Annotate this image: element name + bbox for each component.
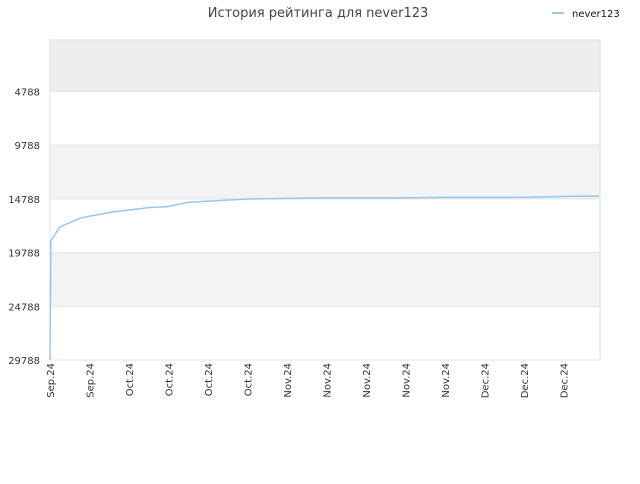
x-tick-label: Sep.24 [86, 363, 97, 398]
x-tick-label: Dec.24 [520, 363, 531, 398]
y-tick-label: 4788 [15, 87, 40, 98]
x-tick-label: Nov.24 [402, 363, 413, 398]
plot-band [50, 252, 600, 307]
plot-band [50, 306, 600, 360]
x-axis-ticks: Sep.24 Sep.24 Oct.24 Oct.24 Oct.24 Oct.24 Nov.… [46, 363, 571, 398]
x-tick-label: Oct.24 [204, 363, 215, 396]
x-tick-label: Nov.24 [362, 363, 373, 398]
legend: never123 [552, 9, 620, 20]
x-tick-label: Dec.24 [481, 363, 492, 398]
series-layer [49, 195, 600, 361]
plot-bands [50, 40, 600, 360]
y-tick-label: 29788 [8, 356, 40, 367]
y-tick-label: 24788 [8, 302, 40, 313]
y-tick-label: 14788 [8, 195, 40, 206]
x-tick-label: Oct.24 [125, 363, 136, 396]
gridlines [50, 90, 600, 361]
chart-title: История рейтинга для never123 [208, 6, 429, 21]
series-line [49, 195, 600, 361]
x-tick-label: Oct.24 [165, 363, 176, 396]
x-tick-label: Nov.24 [323, 363, 334, 398]
x-tick-label: Nov.24 [283, 363, 294, 398]
plot-band [50, 40, 600, 92]
x-tick-label: Oct.24 [244, 363, 255, 396]
x-tick-label: Nov.24 [441, 363, 452, 398]
y-axis-ticks: 4788 9788 14788 19788 24788 29788 [8, 87, 40, 367]
x-tick-label: Sep.24 [46, 363, 57, 398]
plot-band [50, 198, 600, 253]
x-tick-label: Dec.24 [560, 363, 571, 398]
y-tick-label: 9788 [15, 141, 40, 152]
plot-band [50, 91, 600, 146]
y-tick-label: 19788 [8, 249, 40, 260]
legend-label: never123 [572, 9, 620, 20]
plot-band [50, 145, 600, 199]
